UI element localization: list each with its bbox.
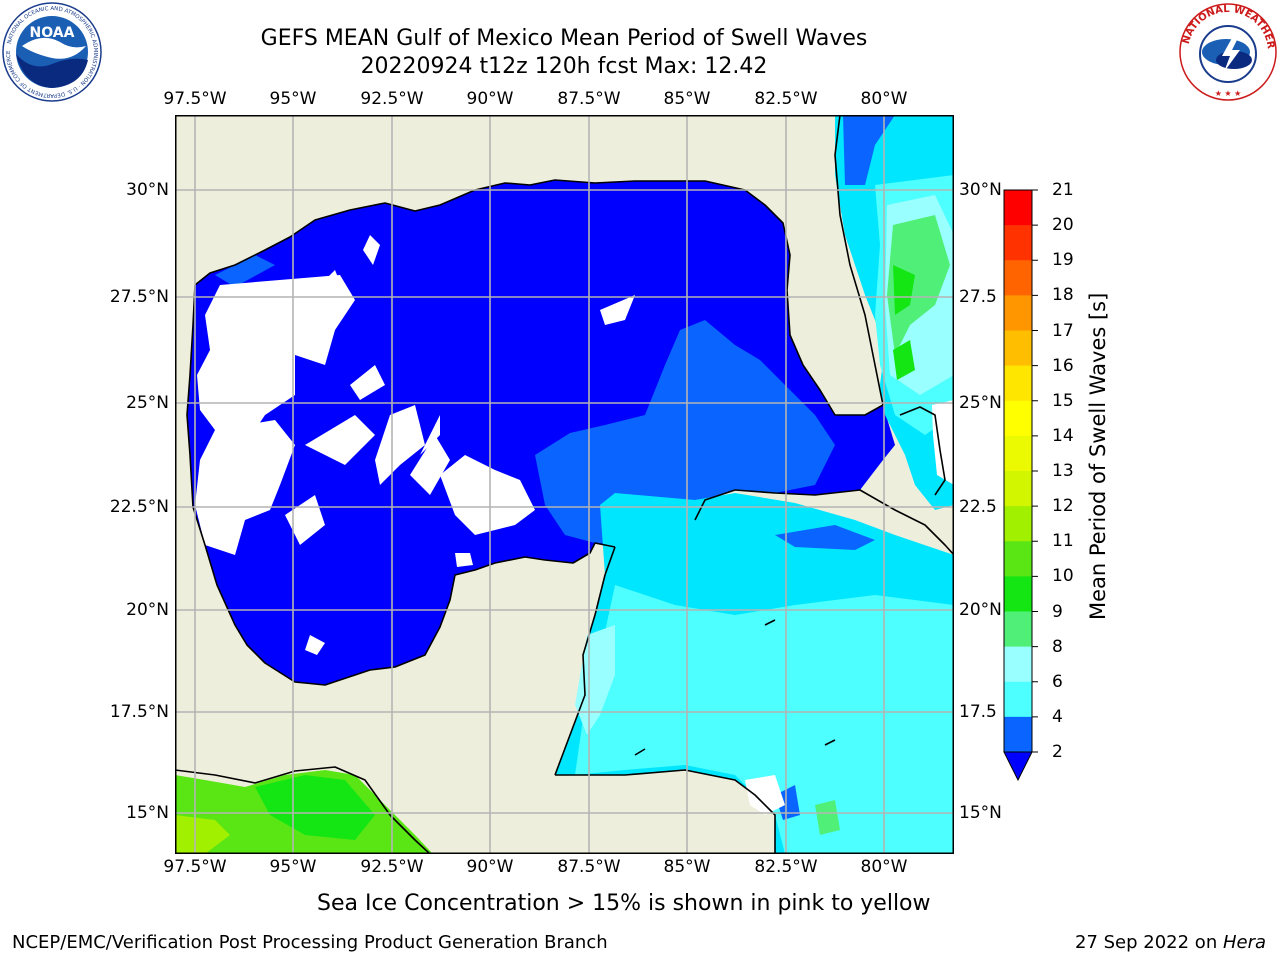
colorbar-tick-label: 11: [1052, 531, 1074, 552]
sea-ice-note: Sea Ice Concentration > 15% is shown in …: [317, 891, 931, 916]
colorbar-tick-label: 21: [1052, 180, 1074, 200]
lon-label-top: 95°W: [269, 89, 317, 109]
lon-label-bottom: 90°W: [466, 857, 514, 877]
noaa-logo: NOAA NATIONAL OCEANIC AND ATMOSPHERIC AD…: [2, 2, 102, 102]
no-data-honduras: [745, 775, 785, 815]
colorbar-segment: [1004, 435, 1032, 472]
coastlines: [175, 115, 954, 854]
lat-label-right: 25°N: [959, 393, 1002, 413]
lat-label-right: 17.5: [959, 702, 997, 722]
colorbar-segment: [1004, 576, 1032, 612]
swell-pacific-green: [255, 775, 375, 840]
lat-label-left: 30°N: [126, 180, 169, 200]
colorbar-tick-label: 18: [1052, 285, 1074, 306]
colorbar-segment: [1004, 330, 1032, 367]
gulf-water: [187, 180, 895, 685]
swell-10-11-atlantic: [893, 265, 915, 315]
lat-label-left: 27.5°N: [109, 287, 169, 307]
svg-text:★ ★ ★: ★ ★ ★: [1215, 89, 1242, 98]
swell-2-4-caribbean-north: [775, 525, 875, 550]
lon-label-top: 92.5°W: [360, 89, 424, 109]
colorbar-title: Mean Period of Swell Waves [s]: [1086, 292, 1110, 620]
swell-2-4-east-gulf: [535, 320, 835, 545]
lon-label-top: 90°W: [466, 89, 514, 109]
no-data-bahamas: [932, 400, 954, 485]
colorbar-tick-label: 4: [1052, 706, 1063, 727]
colorbar-tick-label: 8: [1052, 636, 1063, 657]
colorbar-segment: [1004, 365, 1032, 402]
lon-label-bottom: 85°W: [663, 857, 711, 877]
chart-title-line1: GEFS MEAN Gulf of Mexico Mean Period of …: [260, 26, 868, 51]
chart-title-line2: 20220924 t12z 120h fcst Max: 12.42: [360, 54, 768, 79]
swell-2-4-west-coast: [215, 255, 275, 287]
lon-label-top: 97.5°W: [163, 89, 227, 109]
colorbar-tick-label: 14: [1052, 425, 1074, 446]
footer-left: NCEP/EMC/Verification Post Processing Pr…: [12, 932, 608, 953]
swell-8-9-caribbean: [575, 625, 615, 735]
lon-label-bottom: 87.5°W: [557, 857, 621, 877]
lon-label-top: 85°W: [663, 89, 711, 109]
colorbar-tick-label: 10: [1052, 566, 1074, 587]
colorbar-tick-label: 19: [1052, 250, 1074, 271]
footer-right: 27 Sep 2022 on Hera: [1075, 932, 1266, 953]
colorbar-segment: [1004, 611, 1032, 648]
swell-pacific-yellow: [175, 815, 230, 854]
footer-host: Hera: [1222, 932, 1266, 953]
colorbar-tick-label: 15: [1052, 390, 1074, 411]
lon-label-top: 80°W: [860, 89, 908, 109]
lat-label-right: 20°N: [959, 600, 1002, 620]
map-grid: [175, 115, 954, 854]
lat-label-right: 30°N: [959, 180, 1002, 200]
swell-2-4-atlantic-coast: [843, 115, 895, 185]
colorbar-segment: [1004, 295, 1032, 331]
colorbar-tick-label: 20: [1052, 215, 1074, 236]
colorbar-segment: [1004, 471, 1032, 507]
swell-9-10-atlantic: [887, 215, 950, 355]
lon-label-bottom: 95°W: [269, 857, 317, 877]
lon-label-bottom: 82.5°W: [754, 857, 818, 877]
colorbar-tick-label: 2: [1052, 742, 1063, 762]
swell-10-11-atlantic-south: [893, 340, 915, 380]
lat-label-right: 27.5: [959, 287, 997, 307]
colorbar-segment: [1004, 400, 1032, 437]
footer-date: 27 Sep 2022 on: [1075, 932, 1223, 953]
colorbar-tick-label: 12: [1052, 496, 1074, 517]
colorbar-segment: [1004, 646, 1032, 683]
nws-logo: NATIONAL WEATHER SERVICE ★ ★ ★: [1174, 0, 1278, 102]
lat-label-left: 15°N: [126, 803, 169, 823]
map-panel: [175, 115, 954, 854]
lat-label-right: 22.5: [959, 497, 997, 517]
colorbar-segment: [1004, 506, 1032, 542]
colorbar-segment: [1004, 225, 1032, 261]
lat-label-left: 25°N: [126, 393, 169, 413]
swell-9-10-caribbean: [815, 800, 840, 835]
colorbar: [1003, 189, 1038, 782]
noaa-logo-text: NOAA: [30, 25, 75, 41]
colorbar-tick-label: 13: [1052, 461, 1074, 481]
colorbar-segment: [1004, 260, 1032, 296]
colorbar-segment: [1004, 681, 1032, 718]
lat-label-left: 17.5°N: [109, 702, 169, 722]
colorbar-tick-label: 6: [1052, 671, 1063, 692]
colorbar-segment: [1004, 716, 1032, 752]
lon-label-top: 82.5°W: [754, 89, 818, 109]
colorbar-segment: [1004, 190, 1032, 226]
colorbar-tick-label: 16: [1052, 355, 1074, 376]
colorbar-segment: [1004, 541, 1032, 577]
lon-label-bottom: 92.5°W: [360, 857, 424, 877]
lon-label-bottom: 97.5°W: [163, 857, 227, 877]
lon-label-top: 87.5°W: [557, 89, 621, 109]
colorbar-extend: [1003, 751, 1033, 782]
lat-label-right: 15°N: [959, 803, 1002, 823]
lat-label-left: 20°N: [126, 600, 169, 620]
colorbar-tick-label: 9: [1052, 601, 1063, 622]
swell-6-8-caribbean: [575, 585, 954, 854]
lon-label-bottom: 80°W: [860, 857, 908, 877]
colorbar-tick-label: 17: [1052, 320, 1074, 341]
lat-label-left: 22.5°N: [109, 497, 169, 517]
